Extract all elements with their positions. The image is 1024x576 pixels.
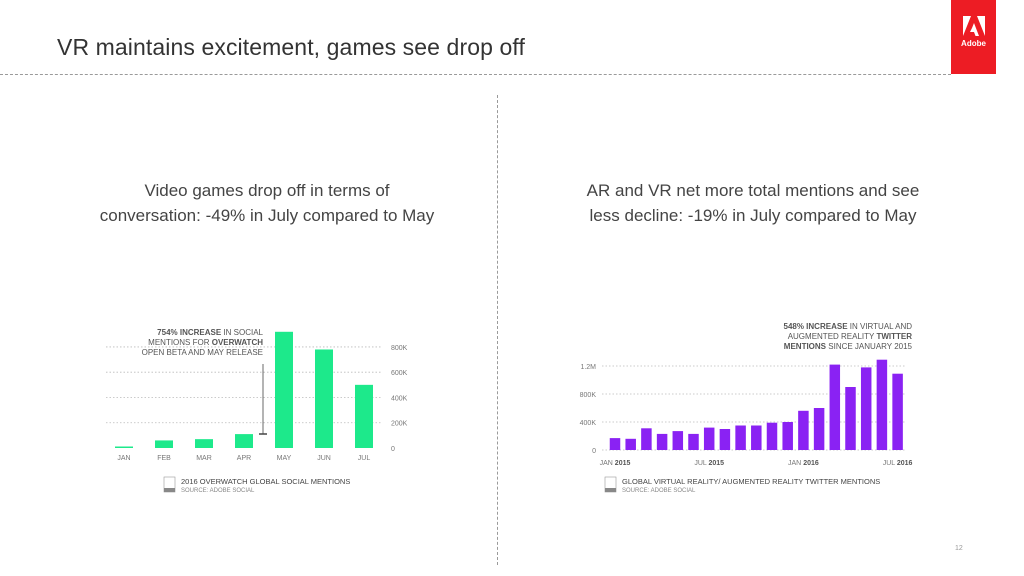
bar bbox=[719, 429, 731, 450]
x-tick-label: JAN 2016 bbox=[788, 460, 819, 467]
footnote: GLOBAL VIRTUAL REALITY/ AUGMENTED REALIT… bbox=[604, 476, 880, 494]
annotation-line-2: AUGMENTED REALITY TWITTER bbox=[788, 332, 913, 341]
y-tick-label: 1.2M bbox=[580, 364, 596, 371]
footnote-title: GLOBAL VIRTUAL REALITY/ AUGMENTED REALIT… bbox=[622, 477, 880, 486]
annotation-line-2: MENTIONS FOR OVERWATCH bbox=[148, 338, 263, 347]
y-tick-label: 600K bbox=[391, 370, 408, 377]
bar bbox=[845, 387, 856, 450]
x-tick-label: MAR bbox=[196, 455, 212, 462]
left-caption-line-1: Video games drop off in terms of bbox=[144, 181, 390, 200]
footnote: 2016 OVERWATCH GLOBAL SOCIAL MENTIONS SO… bbox=[163, 476, 350, 494]
bar bbox=[860, 367, 872, 450]
page-number: 12 bbox=[955, 545, 963, 552]
adobe-logo: Adobe bbox=[951, 0, 996, 74]
y-tick-label: 0 bbox=[391, 446, 395, 453]
right-caption-line-1: AR and VR net more total mentions and se… bbox=[586, 181, 920, 200]
x-tick-label: JUL 2015 bbox=[694, 460, 724, 467]
bar bbox=[355, 384, 373, 448]
y-tick-label: 400K bbox=[580, 420, 597, 427]
annotation-line-3: MENTIONS SINCE JANUARY 2015 bbox=[784, 342, 913, 351]
bar bbox=[751, 425, 762, 450]
bar bbox=[235, 434, 253, 448]
bar bbox=[688, 433, 699, 450]
bar bbox=[672, 431, 684, 450]
adobe-a-icon bbox=[962, 16, 985, 36]
bar bbox=[703, 427, 715, 450]
bar bbox=[782, 422, 793, 450]
x-tick-label: JUL bbox=[358, 455, 371, 462]
left-caption: Video games drop off in terms of convers… bbox=[57, 178, 477, 228]
bar bbox=[609, 438, 621, 450]
bar bbox=[115, 446, 133, 448]
x-tick-label: MAY bbox=[277, 455, 292, 462]
footnote-source: SOURCE: ADOBE SOCIAL bbox=[181, 488, 255, 494]
arvr-twitter-mentions-chart: 548% INCREASE IN VIRTUAL AND AUGMENTED R… bbox=[580, 322, 913, 494]
bar bbox=[766, 422, 778, 450]
y-tick-label: 0 bbox=[592, 448, 596, 455]
footnote-title: 2016 OVERWATCH GLOBAL SOCIAL MENTIONS bbox=[181, 477, 350, 486]
bar bbox=[735, 425, 746, 450]
center-divider bbox=[497, 95, 498, 565]
bar bbox=[656, 433, 668, 450]
bar bbox=[625, 438, 636, 450]
adobe-logo-text: Adobe bbox=[961, 39, 986, 48]
y-tick-label: 200K bbox=[391, 421, 408, 428]
y-tick-label: 800K bbox=[391, 345, 408, 352]
x-tick-label: JUN bbox=[317, 455, 331, 462]
annotation-line-1: 754% INCREASE IN SOCIAL bbox=[157, 328, 263, 337]
right-caption-line-2: less decline: -19% in July compared to M… bbox=[589, 206, 917, 225]
x-tick-label: FEB bbox=[157, 455, 171, 462]
left-caption-line-2: conversation: -49% in July compared to M… bbox=[99, 206, 435, 225]
annotation-line-3: OPEN BETA AND MAY RELEASE bbox=[142, 348, 263, 357]
x-tick-label: JAN 2015 bbox=[600, 460, 631, 467]
x-tick-label: APR bbox=[237, 455, 251, 462]
right-caption: AR and VR net more total mentions and se… bbox=[543, 178, 963, 228]
bar bbox=[155, 440, 173, 448]
x-tick-label: JAN bbox=[117, 455, 130, 462]
annotation-line-1: 548% INCREASE IN VIRTUAL AND bbox=[784, 322, 913, 331]
bar bbox=[798, 410, 809, 450]
x-tick-label: JUL 2016 bbox=[883, 460, 913, 467]
overwatch-mentions-chart: 754% INCREASE IN SOCIAL MENTIONS FOR OVE… bbox=[106, 328, 408, 494]
slide-title: VR maintains excitement, games see drop … bbox=[57, 34, 525, 60]
bar bbox=[315, 349, 333, 448]
bar bbox=[275, 331, 293, 448]
y-tick-label: 800K bbox=[580, 392, 597, 399]
bar bbox=[829, 364, 841, 450]
bar bbox=[876, 359, 888, 450]
bar bbox=[195, 439, 213, 448]
footnote-source: SOURCE: ADOBE SOCIAL bbox=[622, 488, 696, 494]
bar bbox=[813, 408, 825, 450]
title-divider bbox=[0, 74, 951, 75]
bar bbox=[892, 373, 903, 450]
y-tick-label: 400K bbox=[391, 395, 408, 402]
bar bbox=[641, 428, 652, 450]
